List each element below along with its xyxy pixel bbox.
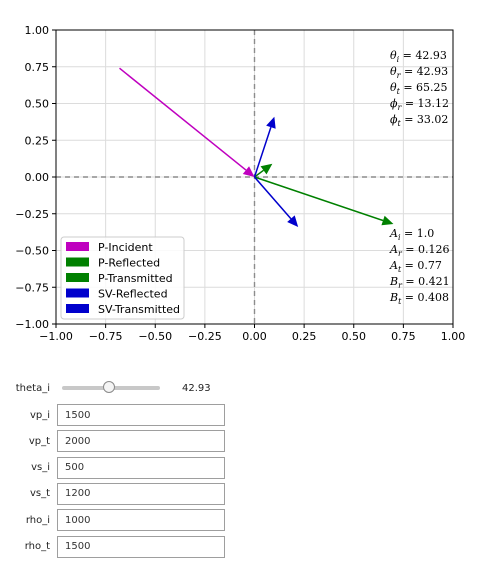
legend: P-Incident P-Reflected P-Transmitted SV-Ref…: [60, 236, 185, 320]
legend-box: [60, 236, 185, 320]
annotation-B-r: Br = 0.421: [389, 275, 450, 290]
vectors: [119, 67, 394, 227]
field-row-vp_i: vp_i: [0, 403, 225, 427]
field-label: rho_t: [24, 541, 50, 552]
x-tick-label: 0.75: [391, 330, 416, 343]
x-tick-label: −0.25: [188, 330, 222, 343]
vector-shaft: [253, 176, 292, 220]
vector-p-incident: [119, 67, 255, 177]
theta-slider-row: theta_i 42.93: [0, 376, 211, 400]
annotation-θ-r: θr = 42.93: [390, 65, 448, 80]
vector-shaft: [254, 176, 384, 222]
theta-slider-track[interactable]: [62, 381, 160, 393]
annotation-B-t: Bt = 0.408: [389, 291, 449, 306]
field-label: vp_t: [28, 435, 50, 447]
slider-value: 42.93: [182, 382, 211, 394]
vector-p-reflected: [254, 163, 273, 178]
legend-swatch: [66, 304, 89, 313]
vp-i-input[interactable]: [57, 404, 225, 426]
y-tick-label: 0.00: [25, 171, 50, 184]
vector-head: [260, 163, 273, 175]
y-tick-label: −0.50: [15, 245, 49, 258]
legend-label: P-Transmitted: [98, 272, 173, 285]
field-row-vp_t: vp_t: [0, 429, 225, 453]
y-tick-label: −0.75: [15, 281, 49, 294]
vector-head: [381, 215, 394, 226]
annotation-ϕ-t: ϕt = 33.02: [390, 113, 448, 128]
annotation-A-t: At = 0.77: [389, 259, 442, 274]
legend-swatch: [66, 242, 89, 251]
y-tick-label: 0.25: [25, 134, 50, 147]
vector-sv-reflected: [253, 116, 276, 178]
field-label: rho_i: [25, 514, 50, 526]
vector-head: [266, 116, 276, 129]
legend-swatch: [66, 273, 89, 282]
legend-label: P-Incident: [98, 241, 153, 254]
vector-shaft: [119, 67, 247, 171]
field-label: vp_i: [29, 409, 50, 421]
annotation-A-i: Ai = 1.0: [389, 227, 434, 242]
vector-p-transmitted: [254, 176, 394, 226]
rho-t-input[interactable]: [57, 535, 225, 558]
y-tick-label: 1.00: [25, 24, 50, 37]
legend-label: SV-Reflected: [98, 288, 168, 301]
rho-i-input[interactable]: [57, 509, 225, 532]
legend-label: SV-Transmitted: [98, 303, 180, 316]
annotation-A-r: Ar = 0.126: [389, 243, 449, 258]
vp-t-input[interactable]: [57, 430, 225, 453]
slider-label: theta_i: [15, 382, 50, 394]
legend-swatch: [66, 257, 89, 267]
y-tick-label: −1.00: [15, 318, 49, 331]
vector-sv-transmitted: [253, 176, 299, 227]
vector-plot: −1.00 −0.75 −0.50 −0.25 0.00 0.25 0.50 0.75 1.00…: [15, 24, 465, 343]
x-tick-label: −1.00: [39, 330, 73, 343]
vector-head: [242, 166, 255, 177]
field-row-vs_i: vs_i: [0, 456, 225, 480]
annotation-ϕ-r: ϕr = 13.12: [390, 97, 449, 112]
annotation-θ-t: θt = 65.25: [390, 81, 448, 96]
field-label: vs_t: [29, 488, 50, 500]
field-row-rho_i: rho_i: [0, 508, 225, 532]
x-tick-label: 0.50: [342, 330, 367, 343]
y-tick-label: −0.25: [15, 208, 49, 221]
x-tick-label: −0.75: [89, 330, 123, 343]
legend-label: P-Reflected: [98, 257, 160, 270]
vector-head: [287, 215, 299, 227]
annotation-θ-i: θi = 42.93: [390, 49, 447, 64]
vs-t-input[interactable]: [57, 482, 225, 505]
theta-slider-handle[interactable]: [103, 381, 116, 393]
vector-shaft: [253, 126, 272, 178]
x-tick-label: −0.50: [138, 330, 172, 343]
vector-shaft: [254, 169, 264, 178]
field-row-rho_t: rho_t: [0, 535, 225, 559]
x-tick-label: 0.25: [292, 330, 317, 343]
x-tick-label: 0.00: [242, 330, 267, 343]
field-row-vs_t: vs_t: [0, 482, 225, 506]
y-tick-label: 0.50: [25, 98, 50, 111]
x-tick-label: 1.00: [441, 330, 466, 343]
axis-ticks: −1.00 −0.75 −0.50 −0.25 0.00 0.25 0.50 0.75 1.00…: [15, 24, 465, 343]
legend-swatch: [66, 288, 89, 298]
y-tick-label: 0.75: [25, 61, 50, 74]
vs-i-input[interactable]: [57, 456, 225, 479]
field-label: vs_i: [31, 462, 50, 474]
